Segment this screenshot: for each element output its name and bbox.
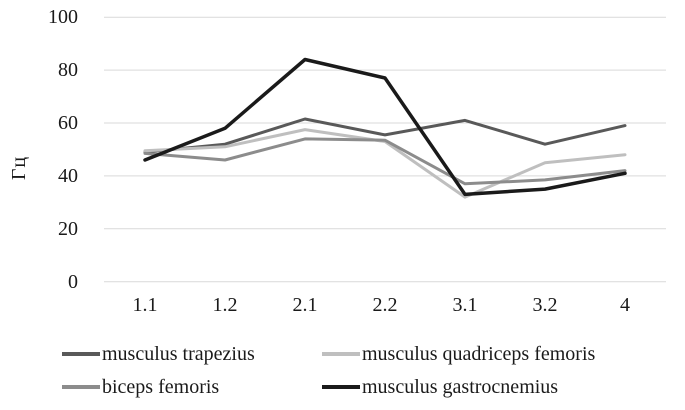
x-tick-label: 1.2 — [212, 294, 238, 316]
y-tick-label: 0 — [68, 270, 78, 293]
x-tick-label: 1.1 — [132, 294, 158, 316]
series-line — [143, 117, 627, 154]
legend-marker-gastrocnemius — [322, 385, 360, 389]
legend-item-quadriceps: musculus quadriceps femoris — [322, 341, 595, 367]
y-tick-label: 100 — [48, 6, 78, 29]
x-tick-label: 3.2 — [532, 294, 558, 316]
series-line — [143, 57, 627, 197]
legend-label: biceps femoris — [102, 375, 220, 398]
y-tick-label: 40 — [58, 164, 78, 187]
legend-item-trapezius: musculus trapezius — [62, 341, 255, 367]
y-tick-label: 60 — [58, 112, 78, 134]
legend-item-biceps: biceps femoris — [62, 374, 219, 400]
legend-marker-quadriceps — [322, 352, 360, 356]
x-tick-label: 3.1 — [452, 294, 478, 316]
x-tick-label: 2.1 — [292, 294, 318, 316]
x-tick-label: 4 — [620, 294, 630, 316]
legend-item-gastrocnemius: musculus gastrocnemius — [322, 374, 558, 400]
y-tick-label: 80 — [58, 59, 78, 82]
series-line — [143, 137, 627, 186]
legend-label: musculus trapezius — [102, 342, 255, 365]
y-tick-label: 20 — [58, 217, 78, 240]
legend-marker-trapezius — [62, 352, 100, 356]
legend-label: musculus gastrocnemius — [362, 375, 559, 398]
x-tick-label: 2.2 — [372, 294, 398, 316]
legend-label: musculus quadriceps femoris — [362, 342, 596, 365]
legend-marker-biceps — [62, 385, 100, 389]
